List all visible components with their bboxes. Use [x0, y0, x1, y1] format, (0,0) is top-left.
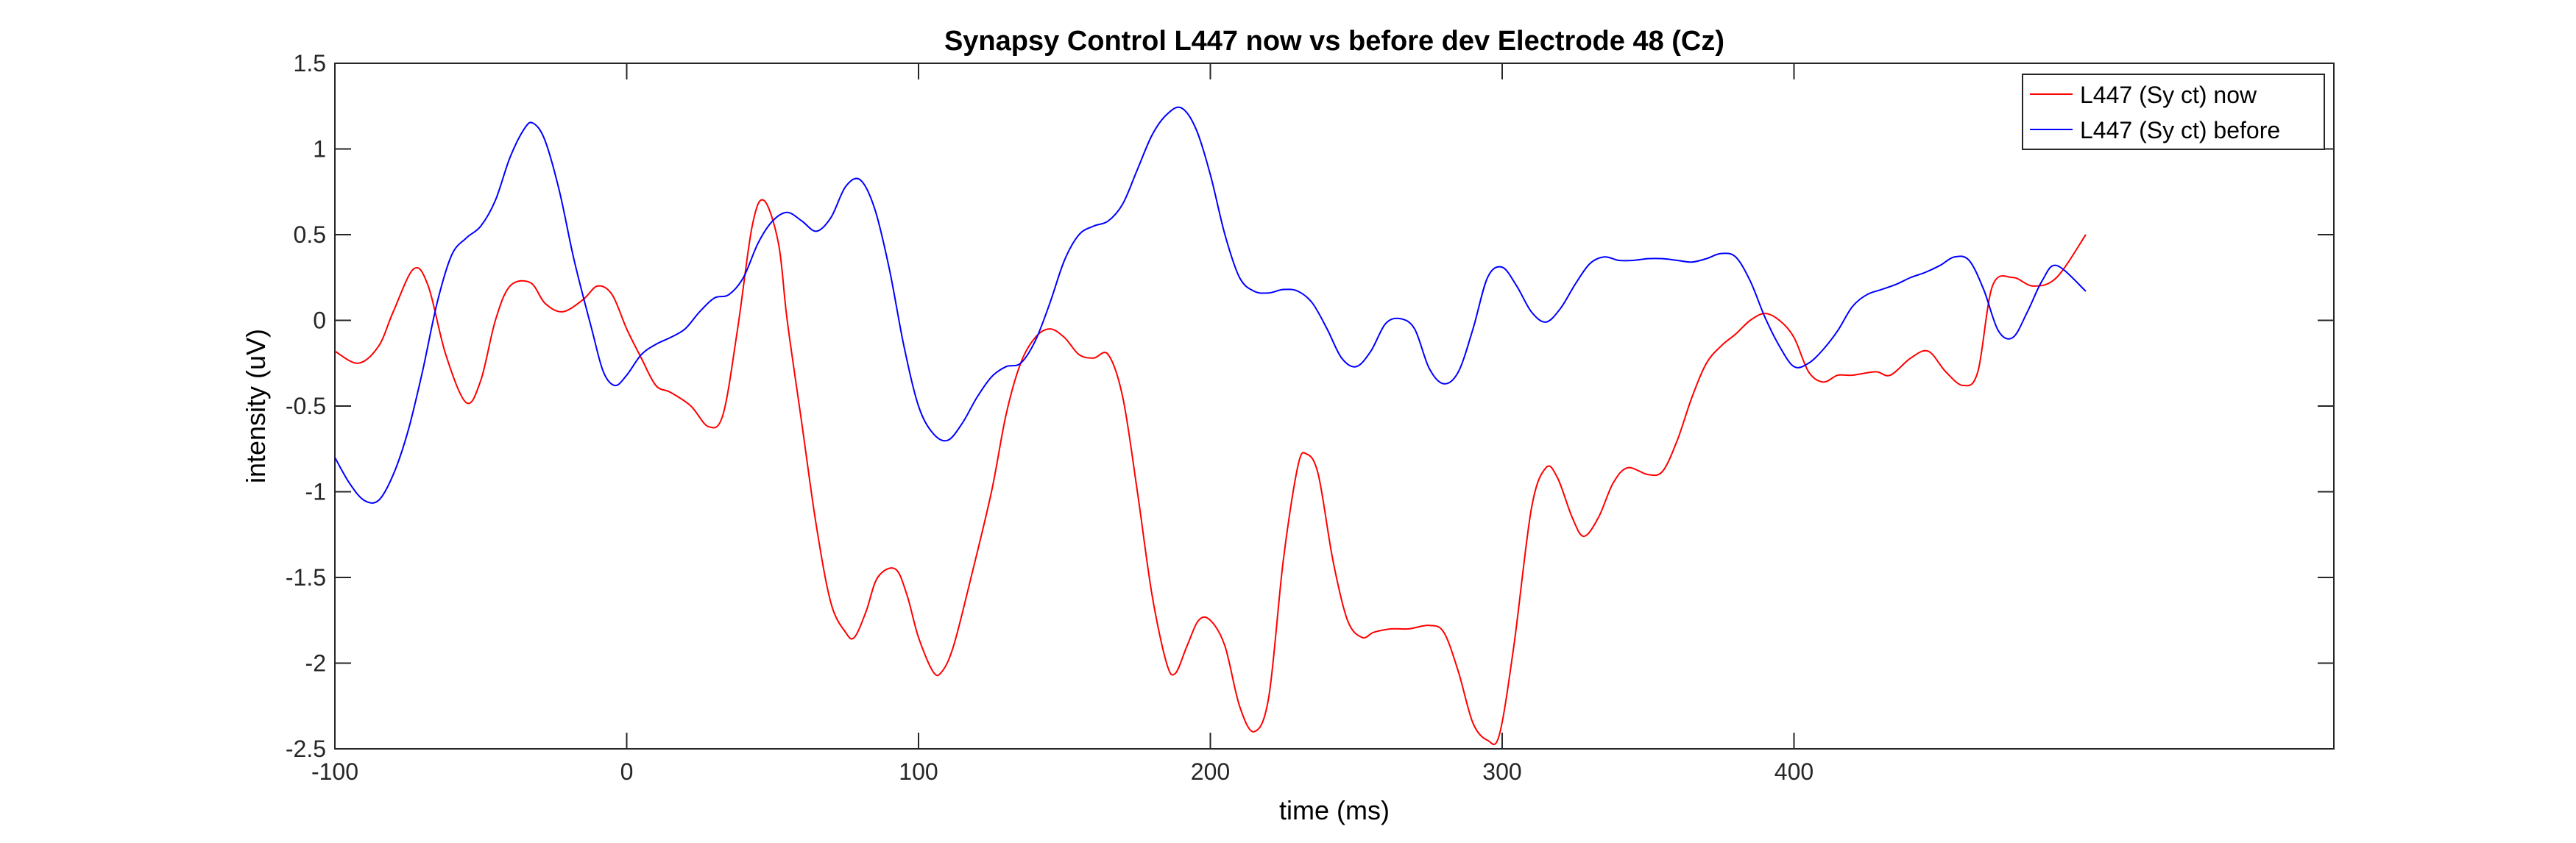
chart-title: Synapsy Control L447 now vs before dev E… [944, 26, 1724, 57]
y-tick-label: -1.5 [286, 564, 326, 591]
x-tick-label: 200 [1191, 758, 1230, 785]
x-axis-title: time (ms) [1279, 795, 1390, 825]
legend-box [2022, 74, 2325, 150]
x-tick-label: 0 [620, 758, 634, 785]
y-tick-label: 1 [313, 136, 326, 163]
x-tick-label: -100 [311, 758, 358, 785]
x-tick-label: 300 [1482, 758, 1521, 785]
y-tick-label: 1.5 [294, 50, 326, 77]
y-axis-title: intensity (uV) [241, 329, 271, 483]
y-tick-label: -1 [305, 479, 326, 505]
y-tick-label: 0.5 [294, 221, 326, 248]
y-tick-label: -0.5 [286, 393, 326, 419]
tick-layer: -100 0 100 200 300 400 1.5 1 0.5 0 -0.5 -1 -1.5 -2 -2.… [286, 50, 2334, 785]
legend-label-before: L447 (Sy ct) before [2080, 117, 2280, 143]
x-tick-label: 400 [1774, 758, 1814, 785]
series-line-before [334, 106, 2087, 504]
series-line-now [334, 199, 2087, 745]
legend: L447 (Sy ct) now L447 (Sy ct) before [2022, 74, 2325, 150]
y-tick-label: -2 [305, 650, 326, 677]
legend-label-now: L447 (Sy ct) now [2080, 82, 2257, 108]
y-tick-label: -2.5 [286, 736, 326, 762]
x-tick-label: 100 [899, 758, 938, 785]
y-tick-label: 0 [313, 307, 326, 334]
plot-area [334, 63, 2335, 750]
series-layer [334, 106, 2087, 745]
